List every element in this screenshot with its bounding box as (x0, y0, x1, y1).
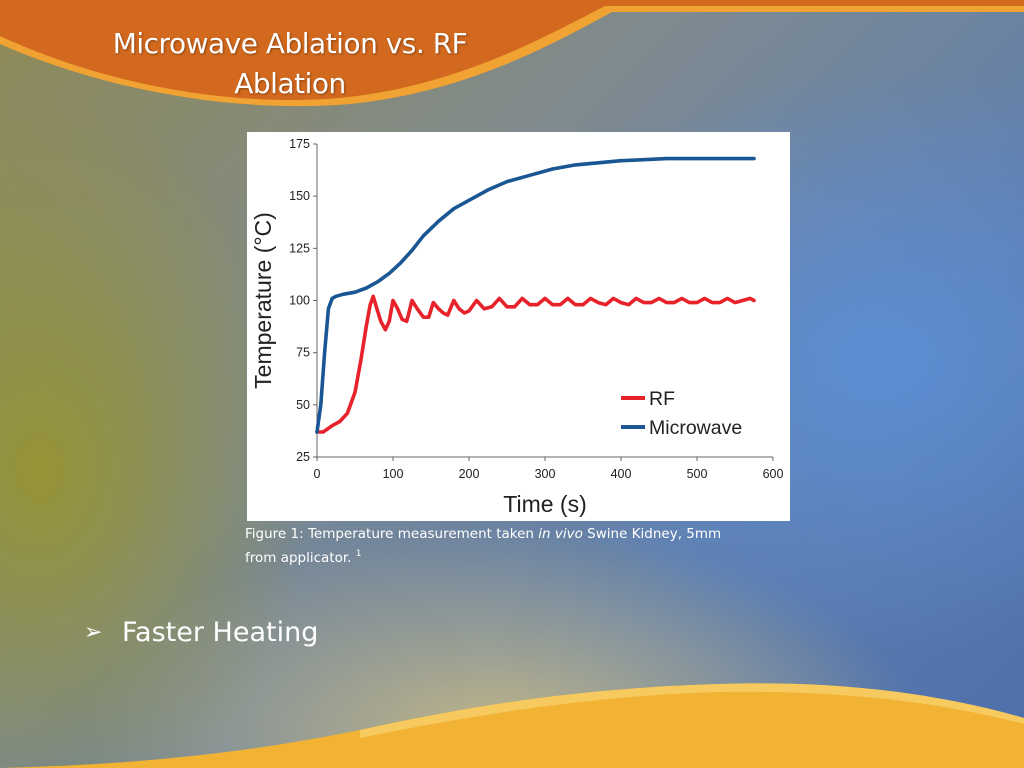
x-tick-label: 400 (611, 467, 632, 481)
y-tick-label: 100 (289, 294, 310, 308)
series-line-rf (315, 294, 756, 434)
y-tick-label: 150 (289, 189, 310, 203)
y-tick-label: 125 (289, 241, 310, 255)
y-tick-label: 175 (289, 137, 310, 151)
caption-prefix: Figure 1: Temperature measurement taken (245, 526, 539, 542)
series-line-microwave (315, 156, 756, 434)
caption-footnote: 1 (355, 549, 362, 559)
caption-line2: from applicator. (245, 550, 356, 566)
figure-caption: Figure 1: Temperature measurement taken … (245, 524, 805, 568)
temperature-chart: 25 50 75 100 125 150 175 0 100 200 300 400 500 600 Tim… (247, 132, 790, 521)
x-axis-label: Time (s) (503, 491, 586, 517)
legend-label-rf: RF (649, 388, 675, 410)
x-tick-label: 600 (763, 467, 784, 481)
x-tick-label: 100 (383, 467, 404, 481)
arrow-bullet-icon: ➢ (84, 619, 103, 645)
slide-title: Microwave Ablation vs. RF Ablation (60, 24, 520, 104)
y-tick-label: 25 (296, 450, 310, 464)
caption-italic: in vivo (538, 526, 583, 542)
chart-svg: 25 50 75 100 125 150 175 0 100 200 300 400 500 600 Tim… (250, 137, 784, 517)
legend-label-microwave: Microwave (649, 417, 742, 439)
header-band (0, 0, 1024, 101)
x-tick-label: 0 (314, 467, 321, 481)
slide-title-line2: Ablation (234, 67, 346, 100)
y-tick-label: 50 (296, 398, 310, 412)
caption-suffix: Swine Kidney, 5mm (582, 526, 722, 542)
x-tick-label: 200 (459, 467, 480, 481)
footer-band-highlight (360, 683, 1024, 738)
bullet-text: Faster Heating (122, 616, 319, 648)
bullet-item: ➢ Faster Heating (84, 612, 318, 652)
y-axis-label: Temperature (°C) (250, 212, 276, 389)
x-tick-label: 300 (535, 467, 556, 481)
x-tick-label: 500 (687, 467, 708, 481)
y-tick-label: 75 (296, 346, 310, 360)
slide-title-line1: Microwave Ablation vs. RF (112, 27, 468, 60)
footer-band (0, 683, 1024, 768)
